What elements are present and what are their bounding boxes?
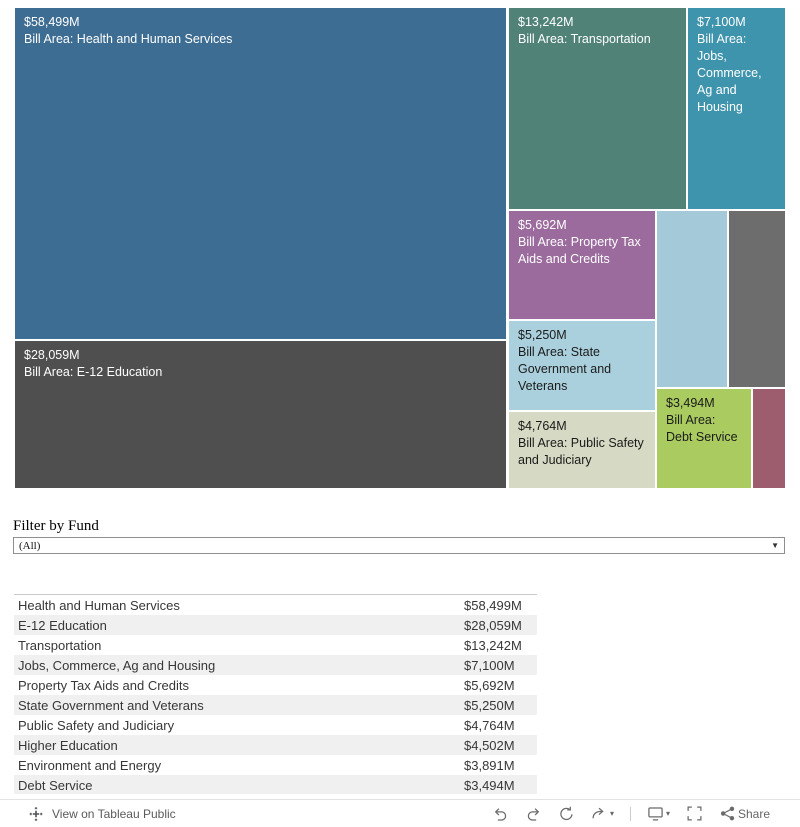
table-row[interactable]: Transportation $13,242M [14,635,537,655]
tile-value: $4,764M [518,419,567,433]
tile-value: $28,059M [24,348,80,362]
tile-label: Bill Area: Transportation [518,32,651,46]
tile-value: $13,242M [518,15,574,29]
table-row[interactable]: Public Safety and Judiciary $4,764M [14,715,537,735]
tableau-public-toolbar: View on Tableau Public ▾ [0,799,800,827]
dropdown-selected-value: (All) [19,539,41,552]
row-label: E-12 Education [18,617,107,633]
row-value: $3,891M [464,757,515,773]
row-value: $4,764M [464,717,515,733]
tile-label: Bill Area: Jobs, Commerce, Ag and Housin… [697,32,762,114]
tile-label: Bill Area: Debt Service [666,413,738,444]
tile-value: $5,692M [518,218,567,232]
row-value: $5,250M [464,697,515,713]
row-label: Transportation [18,637,102,653]
table-row[interactable]: Jobs, Commerce, Ag and Housing $7,100M [14,655,537,675]
row-label: Debt Service [18,777,93,793]
tile-label: Bill Area: Health and Human Services [24,32,233,46]
row-value: $3,494M [464,777,515,793]
row-value: $58,499M [464,597,522,613]
fullscreen-icon[interactable] [686,805,703,822]
table-row[interactable]: Debt Service $3,494M [14,775,537,794]
row-label: Public Safety and Judiciary [18,717,175,733]
fund-filter-dropdown[interactable]: (All) ▼ [13,537,785,554]
tile-value: $7,100M [697,15,746,29]
row-label: Property Tax Aids and Credits [18,677,190,693]
download-icon[interactable]: ▾ [647,805,670,822]
row-value: $13,242M [464,637,522,653]
tile-label: Bill Area: Public Safety and Judiciary [518,436,644,467]
treemap-tile-jobs-commerce-ag-housing[interactable]: $7,100M Bill Area: Jobs, Commerce, Ag an… [688,8,785,209]
treemap-tile-debt-service[interactable]: $3,494M Bill Area: Debt Service [657,389,751,488]
table-row[interactable]: Environment and Energy $3,891M [14,755,537,775]
row-label: Environment and Energy [18,757,162,773]
table-row[interactable]: Higher Education $4,502M [14,735,537,755]
treemap-tile-e12-education[interactable]: $28,059M Bill Area: E-12 Education [15,341,506,488]
tile-label: Bill Area: State Government and Veterans [518,345,612,393]
table-row[interactable]: Health and Human Services $58,499M [14,595,537,615]
row-value: $4,502M [464,737,515,753]
replay-icon[interactable] [558,805,575,822]
table-row[interactable]: State Government and Veterans $5,250M [14,695,537,715]
view-on-tableau-public-label: View on Tableau Public [52,806,176,821]
view-on-tableau-public[interactable]: View on Tableau Public [28,806,176,822]
treemap-tile-state-government-veterans[interactable]: $5,250M Bill Area: State Government and … [509,321,655,410]
treemap-tile-public-safety-judiciary[interactable]: $4,764M Bill Area: Public Safety and Jud… [509,412,655,488]
tile-label: Bill Area: Property Tax Aids and Credits [518,235,641,266]
share-icon [719,805,736,822]
row-label: Higher Education [18,737,118,753]
row-label: State Government and Veterans [18,697,204,713]
share-label: Share [737,806,770,821]
chevron-down-icon: ▾ [665,809,670,818]
treemap-tile-transportation[interactable]: $13,242M Bill Area: Transportation [509,8,686,209]
row-label: Health and Human Services [18,597,180,613]
treemap-tile-health-human-services[interactable]: $58,499M Bill Area: Health and Human Ser… [15,8,506,339]
tile-label: Bill Area: E-12 Education [24,365,163,379]
redo-icon[interactable] [525,805,542,822]
treemap-tile-property-tax-aids-credits[interactable]: $5,692M Bill Area: Property Tax Aids and… [509,211,655,319]
forward-icon[interactable]: ▾ [591,805,614,822]
tile-value: $5,250M [518,328,567,342]
toolbar-divider [629,806,631,821]
treemap-tile-small-unlabeled[interactable] [753,389,785,488]
tile-value: $58,499M [24,15,80,29]
table-row[interactable]: E-12 Education $28,059M [14,615,537,635]
row-value: $5,692M [464,677,515,693]
bill-area-table: Health and Human Services $58,499M E-12 … [14,594,537,794]
share-button[interactable]: Share [719,805,770,822]
budget-treemap: $58,499M Bill Area: Health and Human Ser… [15,8,785,488]
chevron-down-icon: ▾ [609,809,614,818]
treemap-tile-environment-energy[interactable] [729,211,785,387]
filter-label: Filter by Fund [13,518,99,534]
table-row[interactable]: Property Tax Aids and Credits $5,692M [14,675,537,695]
tableau-logo-icon [28,806,44,822]
row-value: $28,059M [464,617,522,633]
chevron-down-icon: ▼ [771,541,779,550]
row-value: $7,100M [464,657,515,673]
row-label: Jobs, Commerce, Ag and Housing [18,657,216,673]
tile-value: $3,494M [666,396,715,410]
treemap-tile-higher-education[interactable] [657,211,727,387]
undo-icon[interactable] [492,805,509,822]
